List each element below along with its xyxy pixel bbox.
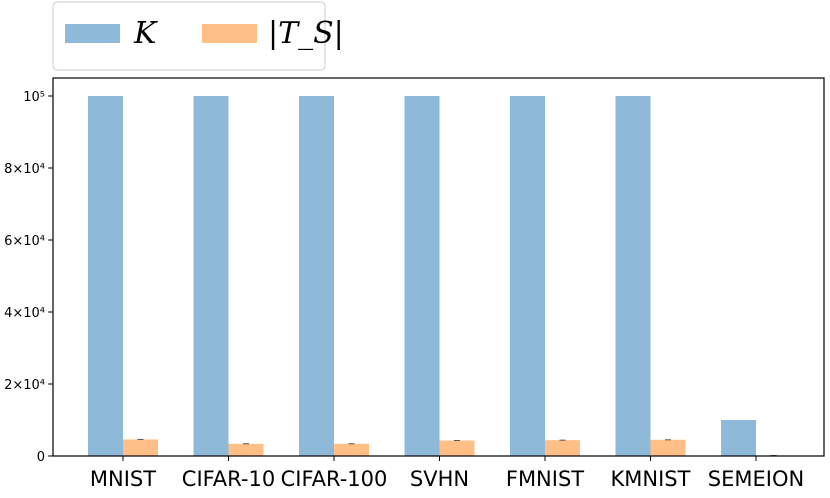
- bar-ts-kmnist: [650, 439, 686, 456]
- y-tick-label-20000: 2×10⁴: [4, 378, 45, 393]
- bar-k-fmnist: [510, 96, 545, 456]
- x-tick-label-fmnist: FMNIST: [506, 467, 584, 491]
- x-tick-label-cifar-100: CIFAR-100: [281, 467, 388, 491]
- bar-k-kmnist: [615, 96, 651, 456]
- legend-swatch-ts: [202, 24, 257, 43]
- bar-ts-svhn: [439, 440, 475, 456]
- x-tick-label-semeion: SEMEION: [708, 467, 804, 491]
- y-tick-label-40000: 4×10⁴: [4, 306, 45, 321]
- legend-label-k: K: [133, 16, 158, 51]
- legend-swatch-k: [65, 24, 120, 43]
- bar-k-cifar-10: [193, 96, 229, 456]
- legend: K |T_S|: [52, 1, 344, 71]
- y-axis: 0 2×10⁴ 4×10⁴ 6×10⁴ 8×10⁴ 10⁵: [4, 90, 53, 465]
- y-tick-label-60000: 6×10⁴: [4, 234, 45, 249]
- y-tick-label-0: 0: [37, 450, 45, 465]
- y-tick-label-80000: 8×10⁴: [4, 162, 45, 177]
- x-tick-label-mnist: MNIST: [90, 467, 156, 491]
- bar-ts-cifar-100: [334, 443, 369, 456]
- bar-ts-cifar-10: [228, 443, 264, 456]
- legend-frame: [52, 1, 326, 71]
- x-tick-label-svhn: SVHN: [410, 467, 469, 491]
- bar-k-cifar-100: [299, 96, 334, 456]
- bar-k-semeion: [721, 420, 756, 456]
- bar-k-svhn: [404, 96, 440, 456]
- bar-ts-mnist: [123, 439, 158, 456]
- bar-k-mnist: [88, 96, 123, 456]
- legend-label-ts: |T_S|: [268, 16, 344, 51]
- x-tick-label-kmnist: KMNIST: [611, 467, 691, 491]
- bars-layer: [88, 96, 791, 456]
- plot-frame: [52, 77, 825, 457]
- y-tick-label-100000: 10⁵: [23, 90, 45, 105]
- x-tick-label-cifar-10: CIFAR-10: [182, 467, 275, 491]
- x-axis: MNIST CIFAR-10 CIFAR-100 SVHN FMNIST KMNIST SE…: [90, 456, 804, 491]
- bar-ts-fmnist: [545, 440, 580, 456]
